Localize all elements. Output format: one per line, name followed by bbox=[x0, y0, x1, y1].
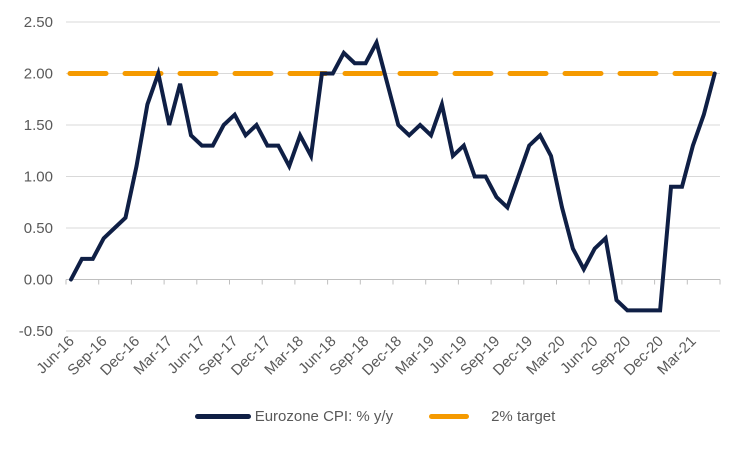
target-swatch bbox=[429, 414, 470, 419]
legend-label-cpi: Eurozone CPI: % y/y bbox=[254, 408, 394, 425]
legend: Eurozone CPI: % y/y 2% target bbox=[0, 408, 750, 425]
y-axis: 2.50 2.00 1.50 1.00 0.50 0.00 -0.50 bbox=[19, 14, 53, 340]
y-tick-label: 2.50 bbox=[24, 14, 53, 31]
y-tick-label: 0.50 bbox=[24, 220, 53, 237]
y-tick-label: 1.00 bbox=[24, 169, 53, 186]
cpi-line bbox=[69, 37, 717, 313]
gridlines bbox=[66, 21, 720, 332]
legend-item-target: 2% target bbox=[429, 408, 555, 425]
y-tick-label: -0.50 bbox=[19, 323, 53, 340]
series-layer bbox=[67, 37, 718, 313]
cpi-swatch bbox=[194, 414, 251, 419]
y-tick-label: 0.00 bbox=[24, 272, 53, 289]
legend-label-target: 2% target bbox=[491, 408, 556, 425]
y-tick-label: 2.00 bbox=[24, 66, 53, 83]
legend-item-cpi: Eurozone CPI: % y/y bbox=[194, 408, 394, 425]
y-tick-label: 1.50 bbox=[24, 117, 53, 134]
